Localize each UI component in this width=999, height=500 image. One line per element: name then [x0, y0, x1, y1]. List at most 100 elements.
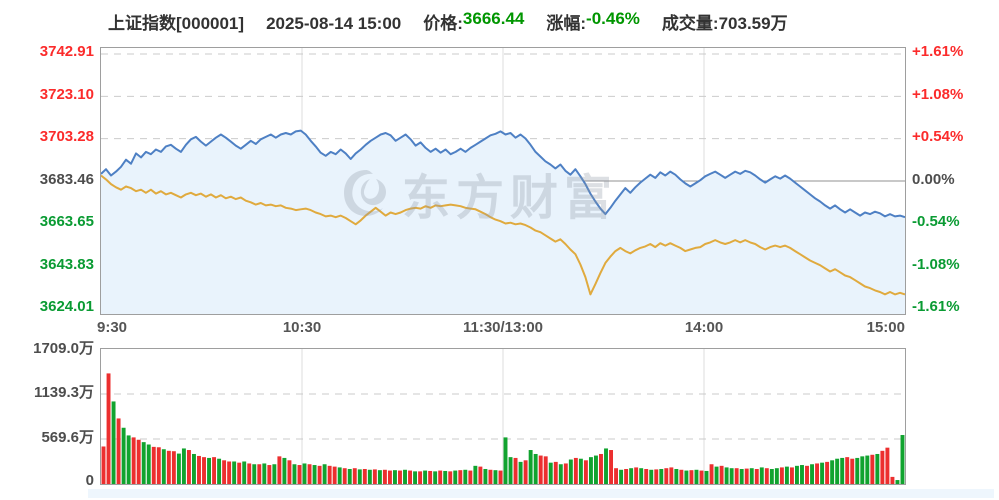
time-tick-label: 14:00 [684, 319, 724, 336]
volume-bar [503, 437, 508, 484]
volume-label: 成交量: [661, 14, 719, 33]
volume-bar [267, 465, 272, 484]
volume-bar [604, 448, 608, 484]
volume-bar [237, 462, 242, 484]
volume-bar [825, 461, 830, 484]
volume-bar [337, 467, 342, 484]
volume-bar [729, 468, 734, 484]
volume-bar [136, 439, 141, 484]
volume-bar [749, 468, 754, 484]
volume-bar [297, 465, 302, 484]
volume-bar [840, 457, 845, 484]
volume-bar [669, 467, 674, 484]
volume-bar [418, 471, 423, 484]
volume-bar [594, 455, 598, 484]
volume-bar [141, 442, 146, 484]
volume-bar [347, 468, 352, 484]
volume-bar [860, 456, 865, 484]
volume-bar [202, 457, 206, 484]
volume-bar [116, 418, 121, 484]
volume-bar [533, 453, 538, 484]
volume-bar [362, 468, 367, 484]
volume-bar [212, 457, 217, 484]
percent-tick-label: -1.61% [912, 298, 960, 315]
volume-bar [815, 463, 820, 484]
price-chart-canvas[interactable] [101, 48, 905, 314]
volume-bar [352, 468, 357, 484]
volume-bar [342, 468, 347, 484]
volume-bar [764, 468, 769, 484]
bottom-scroll-strip[interactable] [88, 489, 994, 498]
volume-bar [558, 464, 563, 484]
volume-bar [151, 446, 156, 484]
volume-bar [885, 447, 890, 484]
percent-tick-label: -1.08% [912, 255, 960, 273]
volume-bar [830, 460, 835, 484]
volume-bar [483, 468, 488, 484]
volume-bar [367, 469, 372, 484]
volume-bar-chart[interactable] [100, 348, 906, 485]
volume-bar [166, 450, 171, 484]
volume-bar [644, 468, 649, 484]
volume-bar [161, 449, 166, 484]
volume-bar [277, 456, 282, 484]
volume-bar [377, 470, 382, 484]
volume-bar [382, 469, 387, 484]
volume-bar [292, 464, 297, 484]
volume-bar [372, 469, 377, 484]
volume-bar [217, 458, 222, 484]
volume-bar [322, 464, 327, 484]
volume-bar [126, 435, 131, 484]
change-label: 涨幅: [546, 14, 587, 33]
percent-tick-label: -0.54% [912, 213, 960, 230]
volume-bar [805, 465, 809, 484]
volume-bar [423, 470, 428, 484]
volume-bar [232, 461, 237, 484]
volume-bar [734, 468, 739, 484]
volume-bar [222, 460, 227, 484]
volume-bar [684, 470, 689, 484]
volume-bar [171, 451, 176, 484]
volume-chart-canvas[interactable] [101, 349, 905, 484]
volume-bar [307, 464, 312, 484]
volume-bar [247, 463, 252, 484]
volume-bar [900, 435, 905, 484]
volume-bar [272, 464, 277, 484]
volume-bar [754, 468, 759, 484]
volume-bar [789, 467, 794, 484]
volume-bar [714, 466, 719, 484]
quote-datetime: 2025-08-14 15:00 [266, 14, 402, 33]
price-tick-label: 3742.91 [39, 43, 94, 60]
volume-bar [156, 447, 161, 484]
time-tick-label: 11:30/13:00 [462, 319, 544, 336]
volume-bar [614, 468, 619, 484]
volume-bar [448, 471, 453, 484]
volume-bar [689, 470, 694, 484]
volume-bar [654, 469, 659, 484]
volume-bar [870, 454, 875, 484]
volume-bar [624, 468, 629, 484]
price-tick-label: 3624.01 [39, 298, 94, 315]
volume-bar [845, 457, 850, 484]
volume-bar [855, 457, 860, 484]
volume-bar [724, 467, 729, 484]
intraday-price-chart[interactable] [100, 47, 906, 315]
volume-bar [176, 453, 181, 484]
index-title[interactable]: 上证指数[000001] [108, 14, 245, 33]
change-value: -0.46% [586, 9, 640, 28]
volume-bar [679, 469, 684, 484]
volume-bar [694, 469, 699, 484]
volume-bar [227, 461, 232, 484]
time-tick-label: 9:30 [97, 319, 128, 336]
volume-bar [583, 460, 588, 484]
price-label: 价格: [423, 14, 463, 33]
volume-bar [880, 450, 885, 484]
volume-bar [774, 468, 779, 484]
volume-bar [252, 464, 257, 484]
volume-tick-label: 1139.3万 [33, 384, 94, 401]
volume-bar [468, 470, 473, 484]
volume-bar [875, 453, 880, 484]
volume-bar [473, 465, 478, 484]
volume-bar [111, 401, 116, 484]
volume-bar [357, 469, 362, 484]
